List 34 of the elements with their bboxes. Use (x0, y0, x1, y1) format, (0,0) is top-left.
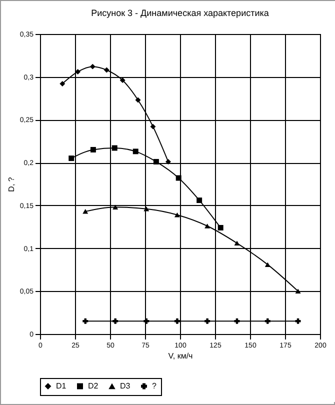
point (90, 64, 96, 70)
point (150, 124, 156, 130)
point (174, 212, 180, 218)
y-axis-title: D, ? (6, 176, 16, 192)
point (112, 318, 118, 324)
point (234, 318, 240, 324)
point (196, 198, 202, 204)
point (120, 78, 126, 84)
legend-label: D1 (56, 381, 67, 390)
legend-label: D3 (120, 381, 131, 390)
point (218, 224, 224, 230)
point (135, 97, 141, 103)
point (82, 209, 88, 214)
point (153, 158, 159, 164)
point (264, 318, 270, 324)
point (204, 224, 210, 228)
point (295, 288, 301, 294)
chart-title: Рисунок 3 - Динамическая характеристика (91, 8, 269, 18)
legend-label: ? (152, 381, 157, 390)
point (82, 318, 88, 324)
point (204, 318, 210, 324)
point (234, 240, 240, 246)
point (264, 262, 270, 267)
point (60, 80, 66, 86)
legend-label: D2 (88, 381, 99, 390)
point (174, 318, 180, 324)
point (90, 146, 96, 152)
point (112, 204, 118, 210)
x-axis-title: V, км/ч (168, 352, 193, 360)
point (166, 158, 171, 164)
point (68, 156, 74, 162)
point (144, 206, 150, 212)
point (144, 318, 150, 324)
point (295, 318, 301, 324)
